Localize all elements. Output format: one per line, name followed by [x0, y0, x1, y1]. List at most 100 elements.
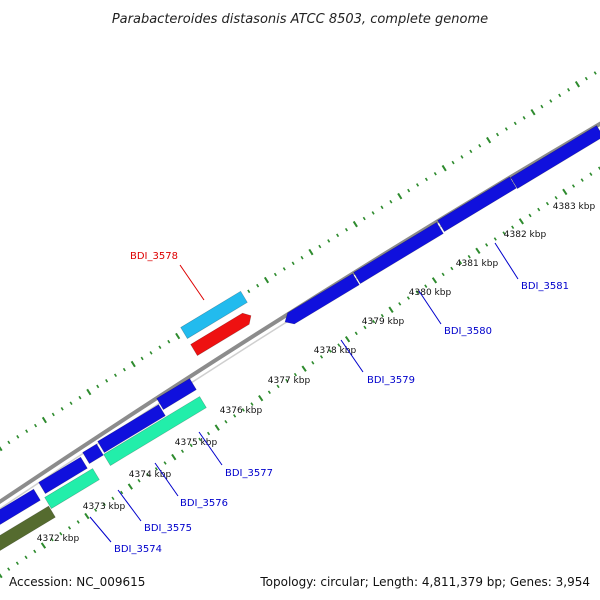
gene-label: BDI_3580 [444, 326, 492, 337]
outer-tick-mark [397, 192, 403, 200]
outer-tick-mark [469, 149, 473, 154]
outer-tick-mark [495, 132, 500, 137]
inner-tick-mark [0, 573, 3, 579]
outer-tick-mark [16, 435, 20, 439]
gene-feature [82, 443, 104, 464]
inner-tick-mark [406, 296, 410, 300]
inner-tick-mark [102, 502, 106, 507]
inner-tick-mark [554, 195, 558, 200]
inner-tick-mark [467, 254, 471, 259]
outer-tick-mark [7, 440, 11, 445]
accession-text: Accession: NC_009615 [9, 575, 145, 589]
inner-tick-mark [475, 247, 481, 255]
map-title: Parabacteroides distasonis ATCC 8503, co… [112, 12, 488, 27]
gene-features [0, 125, 600, 551]
tick-label: 4378 kbp [314, 346, 357, 356]
inner-tick-mark [146, 473, 150, 477]
inner-tick-mark [127, 483, 133, 490]
outer-tick-mark [530, 108, 536, 116]
inner-tick-mark [214, 424, 220, 431]
gene-leader-line [418, 290, 442, 325]
inner-tick-mark [137, 478, 141, 483]
outer-tick-mark [167, 339, 171, 344]
outer-tick-mark [51, 412, 55, 417]
tick-label: 4383 kbp [553, 202, 596, 212]
outer-tick-mark [416, 183, 420, 187]
gene-feature [97, 404, 166, 453]
outer-tick-mark [504, 127, 508, 131]
inner-tick-mark [285, 378, 289, 383]
gene-feature [38, 456, 88, 494]
inner-tick-ring [0, 166, 600, 579]
outer-tick-mark [149, 351, 153, 355]
outer-tick-mark [318, 244, 322, 249]
outer-tick-mark [549, 99, 553, 103]
gene-label: BDI_3575 [144, 523, 192, 534]
outer-tick-mark [282, 267, 286, 271]
outer-tick-mark [352, 220, 358, 228]
inner-tick-mark [311, 361, 315, 365]
outer-tick-mark [96, 384, 100, 389]
gene-feature [103, 396, 207, 466]
outer-tick-mark [593, 71, 597, 75]
inner-tick-mark [502, 231, 506, 235]
outer-tick-mark [41, 416, 47, 424]
inner-tick-mark [189, 443, 193, 448]
gene-labels: 4372 kbp 4373 kbp 4374 kbp 4375 kbp 4376 kbp… [37, 202, 596, 555]
gene-feature [180, 290, 248, 339]
gene-leader-line [89, 516, 112, 543]
inner-tick-mark [163, 461, 167, 465]
outer-tick-mark [441, 164, 447, 172]
outer-tick-mark [486, 136, 492, 144]
outer-tick-mark [25, 429, 29, 433]
inner-tick-mark [545, 201, 549, 206]
gene-feature [156, 378, 197, 410]
inner-tick-mark [337, 343, 341, 347]
outer-tick-mark [327, 239, 331, 243]
outer-tick-mark [263, 276, 270, 284]
inner-tick-mark [354, 331, 358, 336]
outer-tick-mark [540, 104, 544, 109]
inner-tick-mark [120, 490, 124, 495]
outer-tick-mark [86, 388, 92, 396]
outer-tick-mark [273, 272, 277, 277]
inner-tick-mark [319, 355, 324, 359]
outer-tick-mark [424, 177, 428, 182]
inner-tick-mark [511, 225, 515, 230]
outer-tick-mark [308, 248, 314, 256]
inner-tick-mark [537, 207, 541, 212]
inner-tick-mark [198, 437, 202, 442]
outer-tick-mark [407, 188, 411, 193]
outer-tick-mark [380, 205, 384, 210]
inner-tick-mark [7, 567, 11, 571]
inner-tick-mark [441, 272, 445, 277]
genome-summary-text: Topology: circular; Length: 4,811,379 bp… [259, 575, 590, 589]
inner-tick-mark [94, 508, 98, 512]
outer-tick-mark [451, 160, 455, 165]
outer-tick-mark [371, 211, 375, 215]
inner-tick-mark [241, 408, 245, 412]
tick-label: 4372 kbp [37, 534, 80, 544]
inner-tick-mark [154, 467, 158, 471]
outer-tick-mark [522, 116, 526, 120]
gene-feature [0, 488, 41, 525]
inner-tick-mark [50, 537, 54, 542]
gene-label: BDI_3577 [225, 468, 273, 479]
inner-tick-mark [250, 402, 254, 406]
inner-tick-mark [372, 319, 376, 324]
outer-tick-mark [78, 395, 82, 400]
gene-leader-line [198, 431, 223, 466]
inner-tick-mark [276, 384, 280, 389]
inner-tick-mark [562, 188, 568, 196]
gene-leader-line [179, 264, 205, 301]
outer-tick-mark [0, 446, 3, 452]
inner-tick-mark [415, 290, 419, 294]
inner-tick-mark [363, 325, 367, 330]
outer-tick-mark [567, 88, 571, 92]
tick-label: 4377 kbp [268, 376, 311, 386]
gene-leader-line [340, 339, 364, 373]
gene-leader-line [117, 489, 142, 522]
gene-feature [437, 176, 517, 232]
outer-tick-mark [122, 367, 126, 372]
